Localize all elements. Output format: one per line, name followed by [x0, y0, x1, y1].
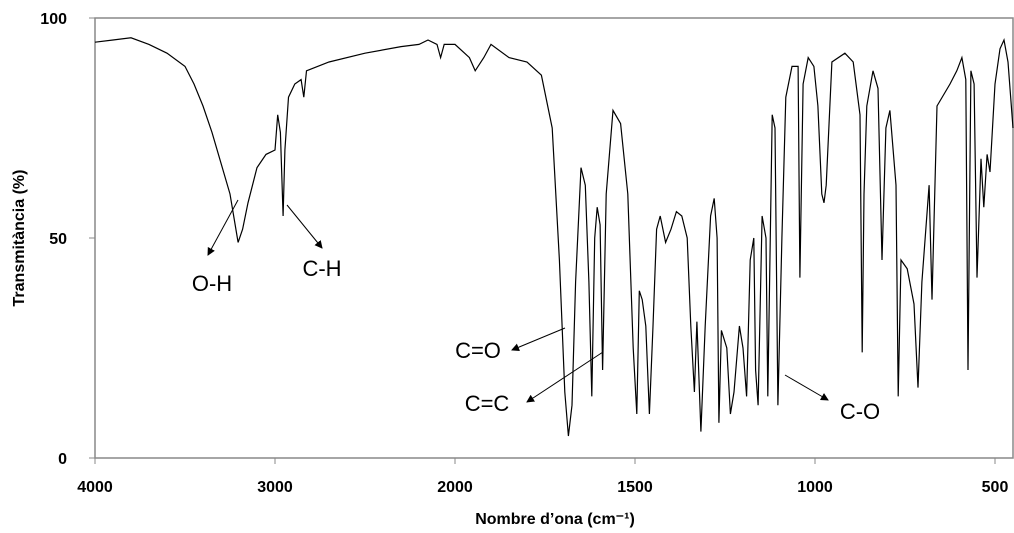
annotation: C-O: [840, 399, 880, 424]
annotation-arrow: [526, 351, 604, 403]
y-tick-label: 100: [40, 11, 67, 28]
plot-frame: [94, 17, 1014, 459]
x-tick-label: 2000: [437, 479, 473, 496]
spectrum-line: [94, 37, 1014, 437]
x-tick-label: 500: [982, 479, 1009, 496]
annotation-arrow: [207, 199, 239, 256]
annotation-arrow: [511, 327, 566, 352]
y-axis-label: Transmitància (%): [11, 170, 28, 307]
x-axis-label: Nombre d’ona (cm⁻¹): [475, 511, 635, 528]
x-tick-label: 3000: [257, 479, 293, 496]
annotation: C=C: [465, 391, 510, 416]
y-tick-label: 0: [58, 451, 67, 468]
annotation: O-H: [192, 271, 232, 296]
annotation-arrow: [784, 374, 829, 401]
annotation: C-H: [302, 256, 341, 281]
x-tick-label: 4000: [77, 479, 113, 496]
x-tick-label: 1500: [617, 479, 653, 496]
annotation-arrow: [286, 204, 323, 249]
x-tick-label: 1000: [797, 479, 833, 496]
y-tick-label: 50: [49, 231, 67, 248]
annotation: C=O: [455, 338, 501, 363]
